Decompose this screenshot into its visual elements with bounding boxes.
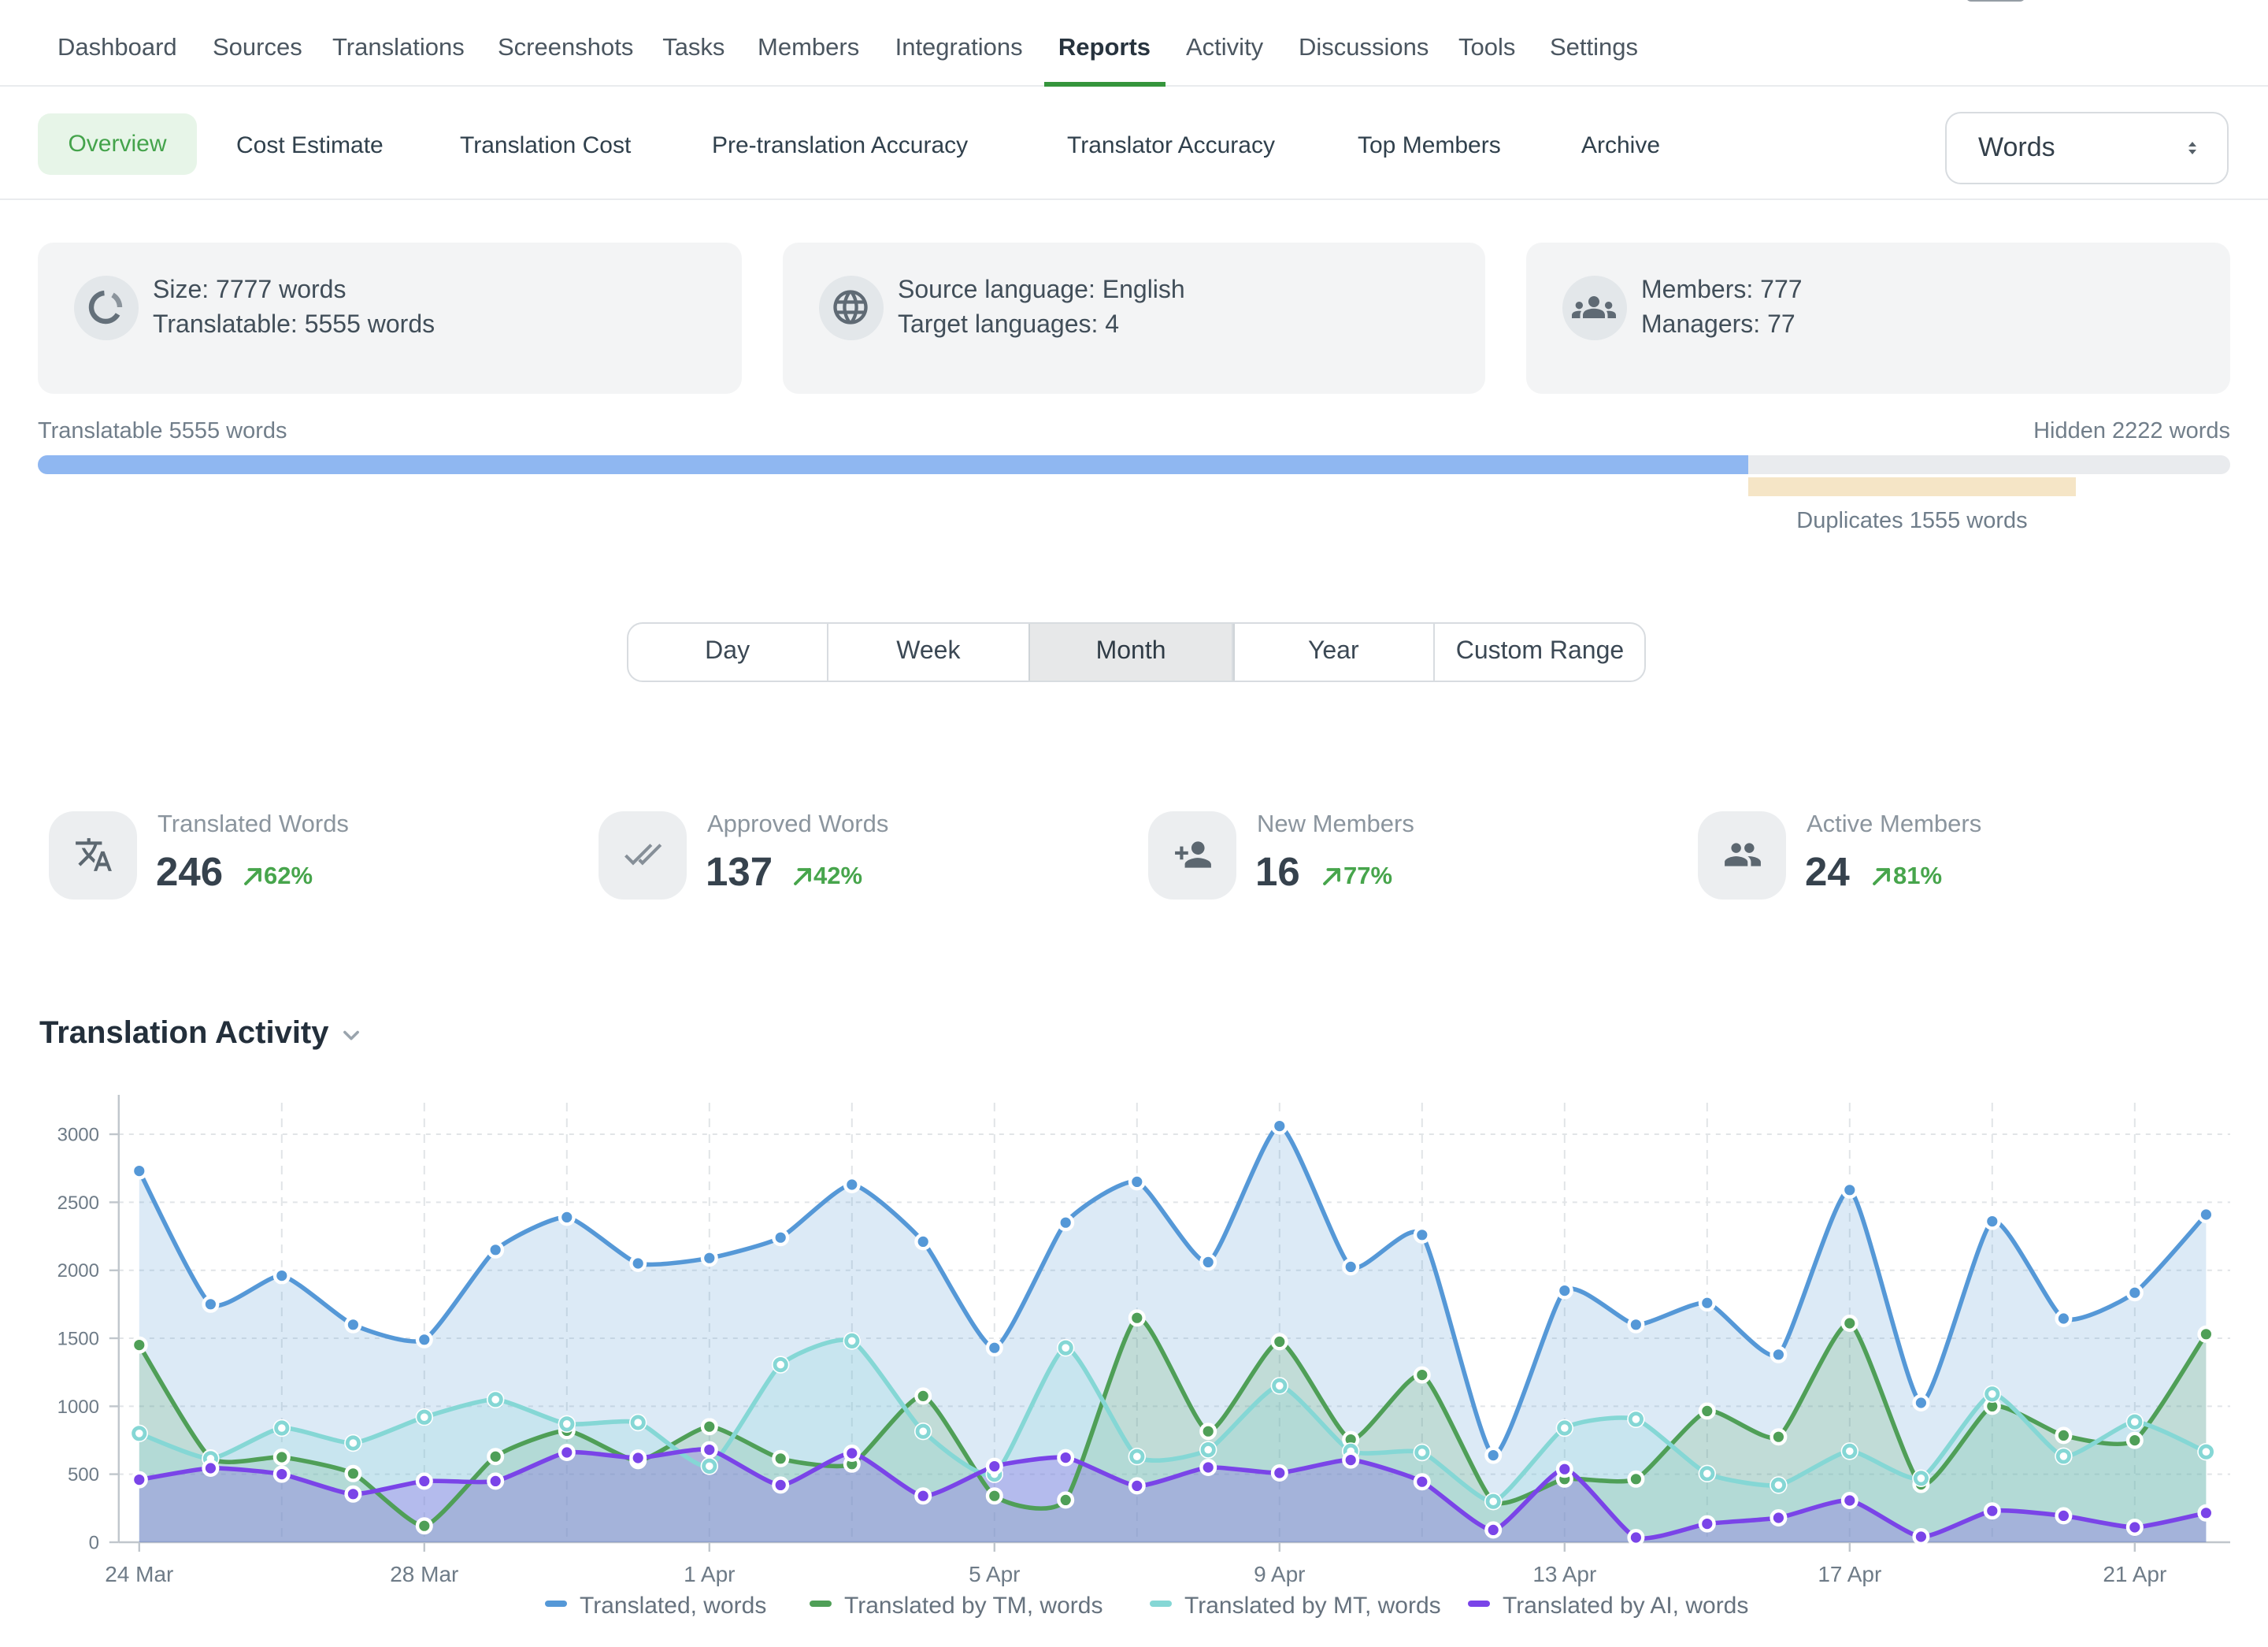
svg-text:1500: 1500 — [57, 1328, 99, 1349]
svg-text:28 Mar: 28 Mar — [390, 1562, 458, 1586]
svg-text:0: 0 — [89, 1532, 99, 1553]
svg-text:13 Apr: 13 Apr — [1532, 1562, 1596, 1586]
svg-text:3000: 3000 — [57, 1124, 99, 1145]
svg-text:1 Apr: 1 Apr — [684, 1562, 735, 1586]
svg-text:5 Apr: 5 Apr — [969, 1562, 1020, 1586]
svg-text:1000: 1000 — [57, 1397, 99, 1418]
svg-text:24 Mar: 24 Mar — [105, 1562, 173, 1586]
svg-text:2500: 2500 — [57, 1193, 99, 1214]
svg-text:9 Apr: 9 Apr — [1254, 1562, 1305, 1586]
svg-text:21 Apr: 21 Apr — [2103, 1562, 2166, 1586]
svg-text:2000: 2000 — [57, 1260, 99, 1282]
svg-text:17 Apr: 17 Apr — [1818, 1562, 1881, 1586]
svg-text:500: 500 — [68, 1464, 99, 1486]
